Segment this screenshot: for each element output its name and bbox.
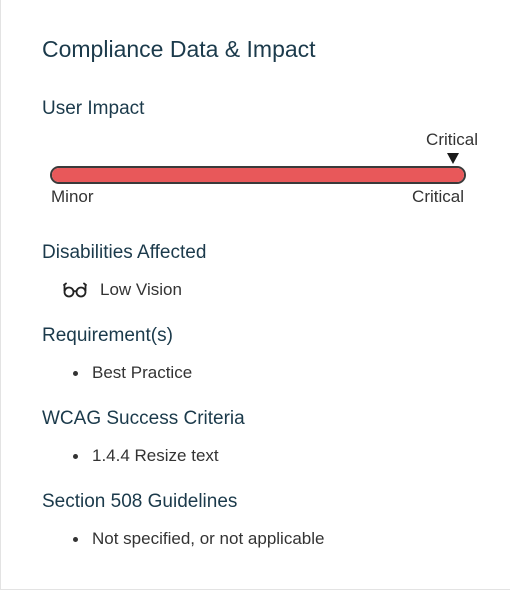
section-508-text: Not specified, or not applicable	[92, 529, 325, 548]
impact-min-label: Minor	[51, 187, 94, 206]
list-item: Not specified, or not applicable	[73, 527, 324, 551]
section-508-heading: Section 508 Guidelines	[42, 491, 238, 512]
impact-bar	[50, 166, 466, 184]
disability-label: Low Vision	[100, 280, 182, 299]
panel-title: Compliance Data & Impact	[42, 36, 316, 62]
list-item: 1.4.4 Resize text	[73, 444, 219, 468]
requirements-heading: Requirement(s)	[42, 325, 173, 346]
impact-max-label: Critical	[412, 187, 464, 206]
wcag-heading: WCAG Success Criteria	[42, 408, 245, 429]
user-impact-heading: User Impact	[42, 98, 145, 119]
disabilities-heading: Disabilities Affected	[42, 242, 207, 263]
wcag-criterion-text: 1.4.4 Resize text	[92, 446, 219, 465]
bullet-icon	[73, 370, 78, 376]
impact-marker-label: Critical	[426, 130, 478, 149]
glasses-icon	[63, 282, 87, 298]
disability-item: Low Vision	[63, 278, 182, 302]
impact-bar-fill	[52, 168, 464, 182]
list-item: Best Practice	[73, 361, 192, 385]
bullet-icon	[73, 453, 78, 459]
impact-marker-icon	[447, 153, 459, 164]
requirement-text: Best Practice	[92, 363, 193, 382]
bullet-icon	[73, 536, 78, 542]
